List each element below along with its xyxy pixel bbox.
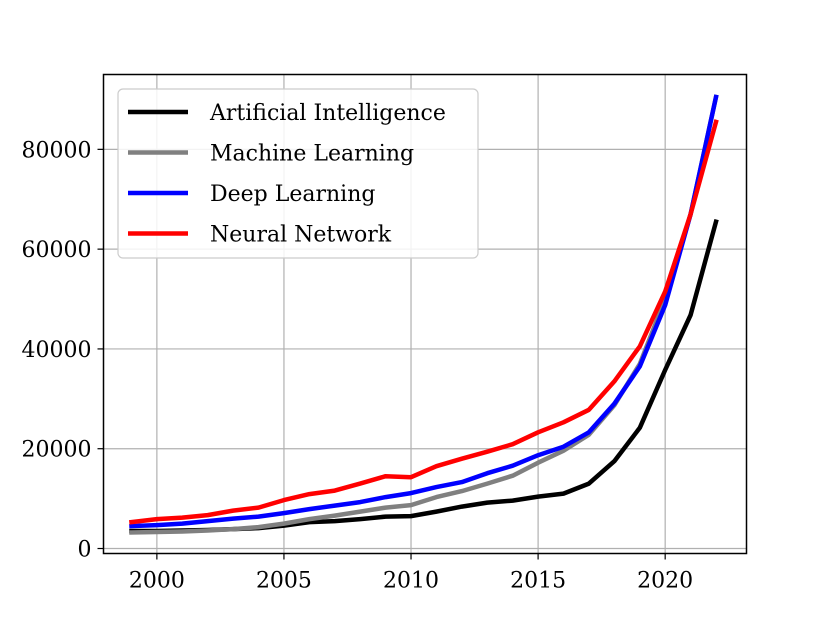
y-tick-label: 40000 [22,338,92,363]
series-line-neural-network [129,119,719,525]
y-tick-label: 20000 [22,438,92,463]
axis-ticks: 2000 2005 2010 2015 2020 0 20000 40000 60000 8000… [22,138,694,593]
x-tick-label: 2005 [256,569,312,594]
legend-label: Artificial Intelligence [209,101,446,126]
legend-label: Neural Network [210,223,392,248]
y-tick-label: 80000 [22,138,92,163]
legend: Artificial Intelligence Machine Learning D… [117,88,479,259]
legend-box [117,88,479,259]
legend-label: Machine Learning [210,142,414,167]
x-tick-label: 2000 [129,569,185,594]
x-tick-label: 2010 [383,569,439,594]
y-tick-label: 0 [78,538,92,563]
x-tick-label: 2015 [510,569,566,594]
plot-frame [102,73,748,555]
y-tick-label: 60000 [22,238,92,263]
x-tick-label: 2020 [637,569,693,594]
series-line-deep-learning [129,94,719,529]
legend-label: Deep Learning [210,182,375,207]
series-line-artificial-intelligence [129,218,719,534]
series-lines [129,94,719,535]
